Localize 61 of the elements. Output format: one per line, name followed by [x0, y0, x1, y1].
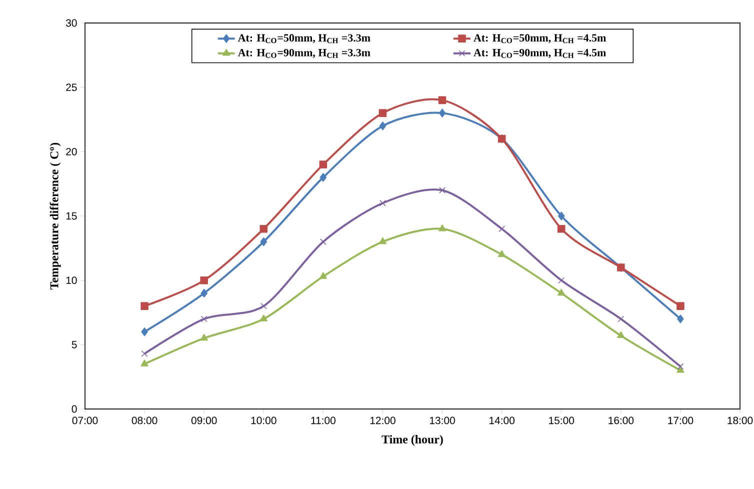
x-tick-label: 10:00: [251, 416, 276, 424]
x-tick-label: 13:00: [430, 416, 455, 424]
point: [140, 302, 148, 310]
point: [558, 277, 565, 284]
point: [677, 363, 684, 370]
point: [200, 334, 208, 341]
point: [260, 314, 268, 322]
point: [260, 302, 267, 310]
point: [676, 302, 684, 310]
point: [320, 238, 326, 245]
point: [140, 360, 148, 366]
y-tick-label: 5: [72, 341, 77, 348]
point: [617, 331, 625, 338]
point: [677, 314, 684, 324]
x-tick-label: 14:00: [490, 416, 514, 424]
y-tick-label: 0: [72, 405, 77, 413]
x-tick-label: 18:00: [728, 416, 753, 424]
point: [438, 224, 446, 232]
point: [558, 288, 566, 296]
point: [319, 272, 328, 279]
point: [200, 276, 208, 284]
point: [260, 224, 268, 233]
x-tick-label: 15:00: [549, 416, 574, 424]
x-tick-label: 09:00: [191, 416, 217, 424]
y-tick-label: 20: [66, 148, 77, 156]
point: [438, 96, 446, 104]
point: [378, 109, 387, 117]
point: [558, 212, 565, 220]
x-tick-label: 07:00: [72, 416, 98, 424]
x-axis-title: Time (hour): [382, 435, 443, 446]
point: [498, 226, 506, 232]
point: [141, 350, 148, 357]
point: [557, 224, 566, 233]
point: [498, 250, 506, 257]
point: [141, 327, 148, 336]
point: [260, 237, 268, 246]
legend-label: At: H$_{CO}$=90mm, H$_{CH}$ =3.3m: [238, 48, 370, 58]
point: [320, 173, 327, 182]
point: [379, 122, 386, 130]
point: [380, 200, 386, 206]
y-tick-label: 25: [66, 84, 77, 92]
x-tick-label: 16:00: [608, 416, 634, 424]
x-tick-label: 12:00: [370, 416, 396, 424]
y-tick-label: 15: [66, 212, 77, 220]
point: [200, 288, 208, 298]
y-tick-label: 30: [66, 19, 77, 27]
y-axis-title: Temperature difference ( C$^{o}$): [50, 142, 61, 290]
point: [200, 316, 208, 322]
y-tick-label: 10: [66, 276, 77, 284]
x-tick-label: 17:00: [668, 416, 694, 424]
x-tick-label: 11:00: [311, 416, 336, 424]
point: [676, 366, 684, 373]
point: [439, 187, 446, 194]
legend-label: At: H$_{CO}$=50mm, H$_{CH}$ =3.3m: [238, 34, 370, 44]
x-tick-label: 08:00: [132, 416, 158, 424]
point: [618, 316, 624, 322]
point: [438, 108, 446, 118]
point: [378, 237, 387, 244]
legend-label: At: H$_{CO}$=50mm, H$_{CH}$ =4.5m: [474, 34, 606, 44]
point: [319, 160, 328, 168]
legend-label: At: H$_{CO}$=90mm, H$_{CH}$ =4.5m: [474, 48, 606, 58]
